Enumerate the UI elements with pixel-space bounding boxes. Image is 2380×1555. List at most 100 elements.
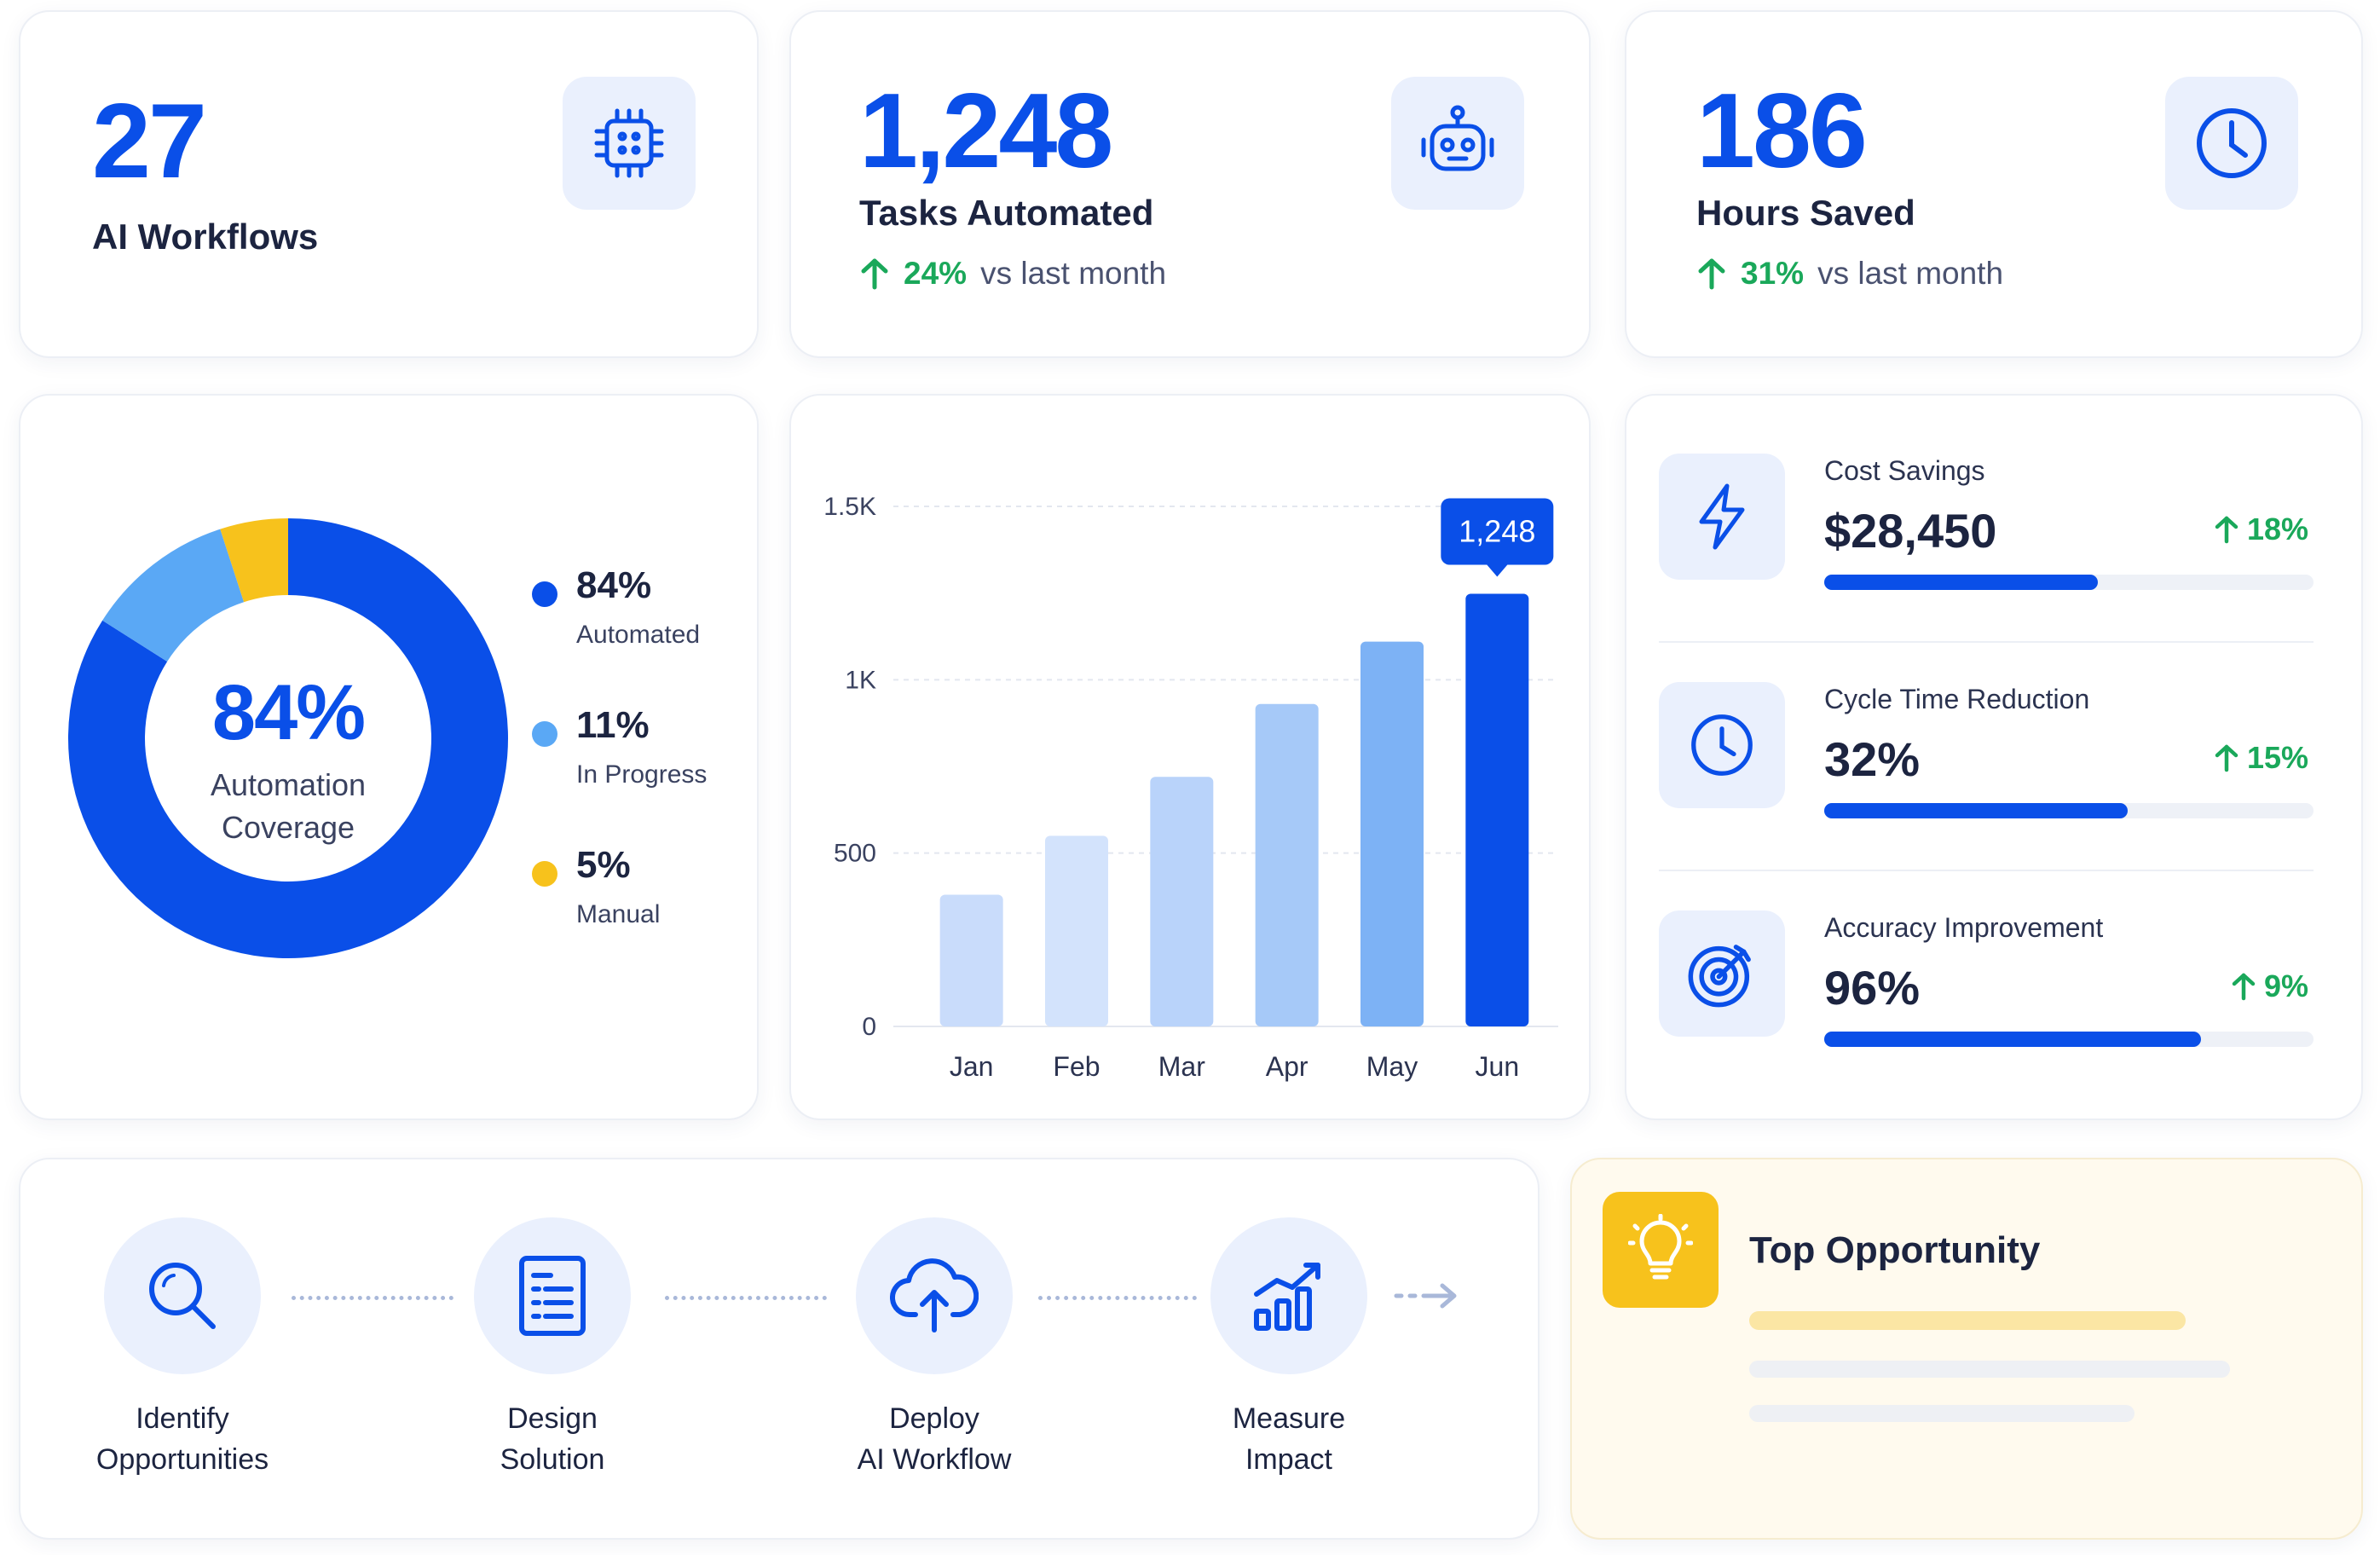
stat-value: 186 (1696, 72, 1868, 190)
metric-label: Cost Savings (1824, 455, 1985, 486)
step-label-deploy: Deploy AI Workflow (857, 1402, 1012, 1476)
coverage-donut-chart (67, 518, 508, 958)
trend-indicator: 31% vs last month (1696, 256, 2003, 292)
step-identify[interactable] (104, 1217, 261, 1374)
step-label-measure: Measure Impact (1232, 1402, 1346, 1476)
metric-label: Accuracy Improvement (1824, 912, 2104, 943)
x-tick-label: Apr (1266, 1051, 1308, 1082)
metric-change: 18% (2215, 512, 2308, 547)
legend-dot (532, 721, 557, 747)
metric-change-value: 9% (2263, 968, 2308, 1003)
chip-icon (563, 77, 696, 210)
step-design[interactable] (474, 1217, 631, 1374)
y-tick-label: 1.5K (823, 493, 876, 521)
growth-chart-icon (1254, 1263, 1320, 1331)
clock-icon (1659, 682, 1785, 808)
stat-card-hours-saved: 186 Hours Saved 31% vs last month (1625, 10, 2363, 358)
divider (1659, 641, 2314, 643)
step-label-identify: Identify Opportunities (95, 1402, 269, 1476)
tooltip-box (1441, 498, 1554, 565)
donut-center: 84% Automation Coverage (135, 673, 442, 849)
top-opportunity-card[interactable]: Top Opportunity (1570, 1158, 2363, 1540)
bar-jun[interactable] (1465, 593, 1529, 1026)
x-tick-label: Feb (1053, 1051, 1100, 1082)
tooltip-pointer (1487, 564, 1508, 577)
connector-dots (292, 1296, 453, 1300)
step-measure[interactable] (1210, 1217, 1367, 1374)
step-deploy[interactable] (856, 1217, 1013, 1374)
trend-percent: 24% (904, 256, 968, 291)
metric-change: 9% (2232, 968, 2308, 1004)
y-tick-label: 1K (845, 666, 876, 694)
stat-label: Tasks Automated (859, 193, 1154, 233)
stat-value: 1,248 (859, 72, 1113, 190)
legend-dot (532, 581, 557, 607)
x-tick-label: Mar (1158, 1051, 1205, 1082)
progress-fill (1824, 575, 2099, 590)
bar-apr[interactable] (1255, 703, 1319, 1026)
trend-percent: 31% (1741, 256, 1805, 291)
arrow-up-icon (2215, 744, 2238, 772)
donut-slice-in-progress (102, 529, 245, 662)
tasks-bar-chart: 0 500 1K 1.5K Jan Feb Mar Apr May Jun 1,248 (823, 493, 1558, 1082)
legend-label: Manual (576, 900, 661, 928)
opportunity-title: Top Opportunity (1749, 1229, 2041, 1271)
target-icon (1659, 910, 1785, 1037)
y-tick-label: 500 (834, 840, 876, 868)
legend-label: In Progress (576, 760, 708, 789)
progress-fill (1824, 1032, 2201, 1047)
lightbulb-icon (1603, 1192, 1719, 1308)
cloud-upload-icon (890, 1258, 979, 1332)
metric-value: $28,450 (1824, 504, 1997, 558)
stat-card-tasks-automated: 1,248 Tasks Automated 24% vs last month (789, 10, 1591, 358)
metric-value: 32% (1824, 732, 1921, 786)
step-label-design: Design Solution (500, 1402, 605, 1476)
arrow-up-icon (861, 258, 888, 290)
progress-fill (1824, 803, 2128, 818)
stat-card-ai-workflows: 27 AI Workflows (19, 10, 759, 358)
clock-icon (2165, 77, 2298, 210)
lightning-icon (1659, 454, 1785, 580)
connector-dots (665, 1296, 827, 1300)
trend-indicator: 24% vs last month (859, 256, 1166, 292)
bar-feb[interactable] (1045, 835, 1108, 1026)
stat-label: Hours Saved (1696, 193, 1915, 233)
legend-percent: 11% (576, 704, 650, 746)
placeholder-text-bar (1749, 1405, 2134, 1422)
divider (1659, 870, 2314, 871)
progress-track (1824, 575, 2314, 590)
bar-may[interactable] (1360, 641, 1424, 1026)
metric-change: 15% (2215, 740, 2308, 776)
trend-text: vs last month (1817, 256, 2004, 291)
placeholder-text-bar (1749, 1361, 2230, 1378)
process-steps-card: Identify Opportunities Design Solution Dep… (19, 1158, 1539, 1540)
trend-text: vs last month (980, 256, 1167, 291)
coverage-label-line2: Coverage (221, 810, 355, 845)
placeholder-highlight-bar (1749, 1311, 2186, 1330)
metric-label: Cycle Time Reduction (1824, 684, 2090, 714)
legend-dot (532, 861, 557, 887)
metric-change-value: 15% (2246, 740, 2308, 775)
next-arrow (1393, 1279, 1461, 1317)
y-tick-label: 0 (862, 1013, 876, 1041)
arrow-up-icon (2232, 973, 2256, 1001)
connector-dots (1038, 1296, 1197, 1300)
donut-slice-automated (67, 518, 508, 958)
tasks-bar-chart-card: 0 500 1K 1.5K Jan Feb Mar Apr May Jun 1,248 (789, 394, 1591, 1120)
impact-metrics-card: Cost Savings $28,450 18% Cycle Time Redu… (1625, 394, 2363, 1120)
donut-slice-manual (220, 518, 288, 603)
search-icon (149, 1263, 216, 1329)
legend-percent: 84% (576, 564, 652, 606)
arrow-up-icon (1698, 258, 1725, 290)
x-tick-label: Jan (950, 1051, 994, 1082)
arrow-up-icon (2215, 516, 2238, 544)
metric-change-value: 18% (2246, 512, 2308, 546)
progress-track (1824, 1032, 2314, 1047)
highlight-tooltip: 1,248 (1441, 498, 1554, 577)
x-tick-label: Jun (1476, 1051, 1520, 1082)
bar-mar[interactable] (1150, 777, 1214, 1026)
document-icon (519, 1256, 586, 1336)
progress-track (1824, 803, 2314, 818)
metric-value: 96% (1824, 961, 1921, 1015)
bar-jan[interactable] (939, 894, 1003, 1026)
